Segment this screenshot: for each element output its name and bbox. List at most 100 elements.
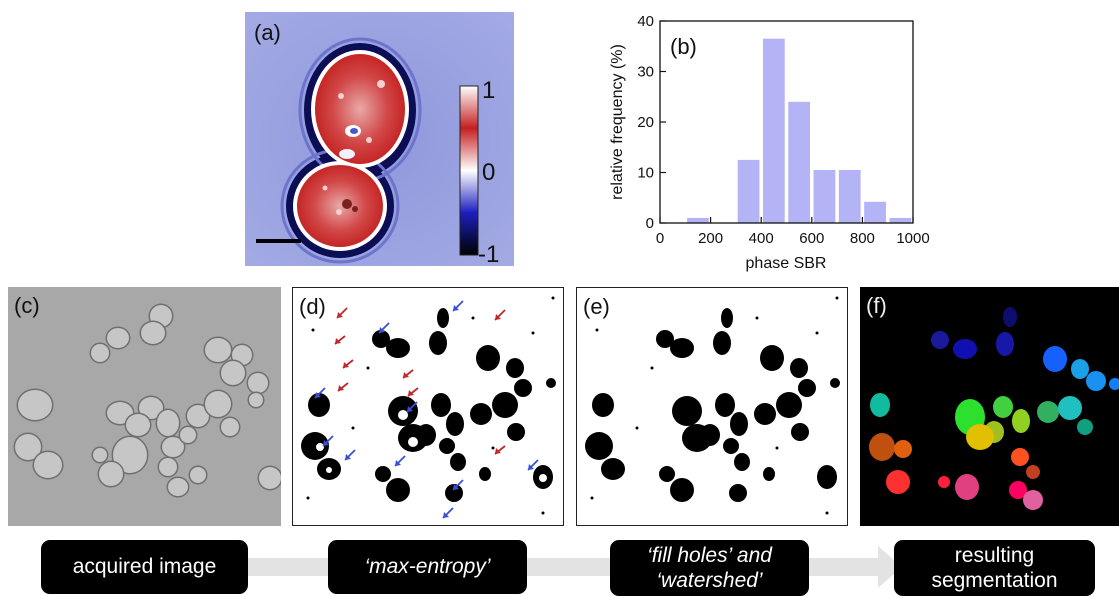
indicator-arrowhead xyxy=(495,314,501,320)
binary-cell xyxy=(601,458,625,480)
cell xyxy=(34,452,62,478)
debris-speck xyxy=(815,331,819,335)
panel-b-label: (b) xyxy=(670,34,697,59)
cell-hole xyxy=(539,474,547,482)
histogram-chart: 0 200 400 600 800 1000 0 10 20 30 40 phase SBR rel… xyxy=(609,13,930,272)
binary-cell xyxy=(470,403,492,425)
histogram-bar xyxy=(737,159,760,223)
panel-e-label: (e) xyxy=(583,294,610,319)
histogram-bar xyxy=(788,101,811,223)
binary-cell xyxy=(308,393,330,417)
y-tick-label: 10 xyxy=(637,165,654,182)
binary-cell xyxy=(372,330,390,348)
colorbar-tick-min: -1 xyxy=(478,241,499,266)
binary-cell xyxy=(301,432,329,460)
cell xyxy=(248,373,268,393)
binary-cell xyxy=(592,393,614,417)
binary-cell xyxy=(682,424,712,452)
indicator-arrowhead xyxy=(379,327,385,333)
cell xyxy=(221,418,239,436)
stage-max-entropy: ‘max-entropy’ xyxy=(328,540,527,594)
segmented-cell xyxy=(955,474,979,500)
binary-cell xyxy=(791,423,809,441)
binary-cell xyxy=(760,345,784,371)
segmented-cell xyxy=(993,396,1013,418)
indicator-arrowhead xyxy=(323,440,329,446)
binary-cell xyxy=(723,438,739,454)
y-tick-label: 40 xyxy=(637,13,654,30)
histogram-bar xyxy=(889,217,912,223)
segmented-cell xyxy=(1086,371,1106,391)
cell xyxy=(99,462,123,486)
debris-speck xyxy=(755,316,759,320)
indicator-arrowhead xyxy=(395,460,401,466)
segmented-cell xyxy=(1037,401,1059,423)
binary-cell xyxy=(798,379,816,397)
cell xyxy=(205,338,231,362)
binary-cell xyxy=(817,465,837,489)
x-tick-label: 0 xyxy=(656,230,664,247)
segmentation-image xyxy=(869,307,1119,510)
stage-max-entropy-text: ‘max-entropy’ xyxy=(364,555,491,579)
segmented-cell xyxy=(1012,409,1030,433)
histogram-bar xyxy=(687,217,709,223)
binary-cell xyxy=(492,392,518,418)
segmented-cell xyxy=(1003,307,1017,327)
x-tick-label: 200 xyxy=(698,230,723,247)
colorbar xyxy=(459,85,479,256)
debris-speck xyxy=(551,296,555,300)
cell-hole xyxy=(398,410,408,420)
binary-cell xyxy=(721,308,733,328)
binary-cell xyxy=(656,330,674,348)
panel-f: (f) xyxy=(860,287,1119,526)
indicator-arrowhead xyxy=(403,372,409,378)
binary-cell xyxy=(713,331,731,355)
segmented-cell xyxy=(1023,490,1043,510)
cell xyxy=(93,448,107,462)
colorbar-tick-mid: 0 xyxy=(482,159,495,186)
panel-f-label: (f) xyxy=(866,293,887,318)
binary-cell xyxy=(375,466,391,482)
indicator-arrowhead xyxy=(338,385,344,391)
cell xyxy=(249,393,263,407)
binary-cell xyxy=(730,412,748,436)
stage-resulting-segmentation: resulting segmentation xyxy=(894,540,1095,596)
binary-cell xyxy=(585,432,613,460)
binary-cell xyxy=(386,338,410,358)
binary-cell xyxy=(446,412,464,436)
cell xyxy=(15,434,41,460)
cell xyxy=(232,345,252,365)
indicator-arrowhead xyxy=(345,454,351,460)
histogram-bar xyxy=(864,201,886,223)
panel-d-label: (d) xyxy=(299,294,326,319)
x-axis-title: phase SBR xyxy=(746,255,827,272)
cell-hole xyxy=(326,467,332,473)
segmented-cell xyxy=(886,470,910,494)
stage-watershed-line: ‘watershed’ xyxy=(656,569,763,592)
stage-segmentation-line: segmentation xyxy=(931,569,1058,592)
binary-cell xyxy=(790,358,808,378)
indicator-arrowhead xyxy=(343,362,349,368)
segmented-cell xyxy=(1043,346,1067,372)
panel-d: (d) xyxy=(292,287,564,526)
debris-speck xyxy=(491,446,495,450)
plot-frame xyxy=(659,20,914,224)
y-tick-label: 30 xyxy=(637,64,654,81)
acquired-image xyxy=(13,303,283,498)
max-entropy-image xyxy=(301,296,556,519)
cell xyxy=(141,322,165,344)
debris-speck xyxy=(825,511,829,515)
debris-speck xyxy=(595,328,599,332)
cell xyxy=(18,390,52,420)
indicator-arrowhead xyxy=(407,406,413,412)
binary-cell xyxy=(431,393,451,417)
colorbar-tick-max: 1 xyxy=(482,77,495,104)
binary-cell xyxy=(437,308,449,328)
binary-cell xyxy=(754,403,776,425)
scale-bar xyxy=(256,239,301,243)
indicator-arrowhead xyxy=(408,390,414,396)
segmented-cell xyxy=(870,393,890,417)
panel-c-label: (c) xyxy=(14,293,40,318)
phase-image: 1 0 -1 xyxy=(245,12,514,268)
segmented-cell xyxy=(1077,419,1093,435)
